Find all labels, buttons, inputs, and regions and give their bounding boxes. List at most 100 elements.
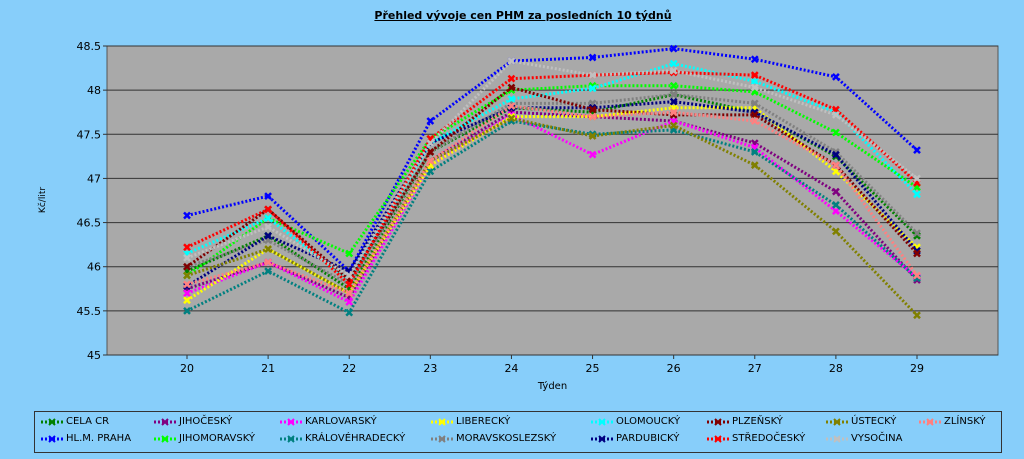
x-tick-label: 27 [748, 362, 762, 375]
legend-marker-icon [919, 417, 941, 426]
y-tick-label: 47 [87, 172, 101, 185]
data-point [507, 74, 516, 83]
legend-marker-icon [431, 417, 453, 426]
legend-marker-icon [41, 434, 63, 443]
legend-item: ÚSTECKÝ [826, 416, 896, 427]
data-point [345, 308, 354, 317]
data-point [588, 105, 597, 114]
data-point [832, 227, 840, 236]
legend-item: PARDUBICKÝ [591, 433, 679, 444]
data-point [750, 110, 759, 119]
data-point [183, 271, 191, 280]
series-line [186, 100, 919, 288]
data-point [669, 90, 678, 99]
series-line [186, 116, 919, 317]
series-line [186, 59, 918, 278]
data-point [750, 71, 759, 80]
data-point [264, 258, 272, 267]
y-tick-label: 46 [87, 261, 101, 274]
data-point [669, 97, 678, 106]
data-point [264, 245, 272, 253]
data-point [750, 117, 759, 125]
data-point [832, 207, 840, 215]
data-point [507, 114, 516, 123]
y-tick-label: 48 [87, 84, 101, 97]
data-point [588, 53, 597, 62]
data-point [669, 66, 678, 75]
data-point [426, 139, 435, 147]
data-point [750, 83, 759, 92]
y-tick-label: 45.5 [77, 305, 102, 318]
data-point [426, 156, 435, 165]
legend-label: KARLOVARSKÝ [305, 416, 377, 427]
legend-item: JIHOMORAVSKÝ [154, 433, 255, 444]
plot-area [106, 45, 999, 356]
data-point [264, 214, 272, 223]
line-chart: 45 45.5 46 46.5 47 47.5 48 48.5 20 21 22 23 24 25 26 27… [37, 40, 999, 392]
data-point [345, 271, 354, 280]
data-point [750, 55, 759, 64]
legend-item: KRÁLOVÉHRADECKÝ [280, 433, 405, 444]
data-point [264, 205, 272, 214]
legend-item: ZLÍNSKÝ [919, 416, 986, 427]
data-point [345, 289, 354, 298]
data-point [507, 57, 516, 65]
legend-label: ZLÍNSKÝ [944, 416, 986, 427]
data-point [588, 132, 597, 140]
legend-label: ÚSTECKÝ [851, 416, 897, 427]
data-point [345, 280, 354, 289]
x-tick-label: 22 [342, 362, 356, 375]
data-point [183, 306, 191, 315]
y-tick-label: 47.5 [77, 128, 102, 141]
y-tick-label: 45 [87, 349, 101, 362]
data-point [913, 229, 921, 238]
data-point [832, 110, 840, 119]
data-point [750, 77, 759, 86]
x-tick-label: 26 [667, 362, 681, 375]
x-tick-label: 25 [586, 362, 600, 375]
legend-marker-icon [826, 434, 848, 443]
legend-item: STŘEDOČESKÝ [707, 433, 805, 444]
legend-label: KRÁLOVÉHRADECKÝ [305, 433, 406, 444]
data-point [183, 262, 191, 271]
legend-marker-icon [154, 434, 176, 443]
y-axis-label: Kč/litr [37, 187, 48, 213]
x-tick-label: 29 [910, 362, 924, 375]
data-point [183, 243, 191, 252]
x-tick-label: 28 [829, 362, 843, 375]
legend-label: JIHOČESKÝ [179, 416, 233, 427]
data-point [913, 249, 921, 258]
data-point [264, 192, 272, 200]
y-tick-label: 48.5 [77, 40, 102, 53]
data-point [669, 81, 678, 90]
data-point [750, 161, 759, 170]
legend-item: PLZEŇSKÝ [707, 416, 783, 427]
legend-item: KARLOVARSKÝ [280, 416, 377, 427]
data-point [507, 83, 516, 92]
data-point [669, 121, 678, 130]
data-point [264, 267, 272, 276]
legend-label: MORAVSKOSLEZSKÝ [456, 433, 557, 444]
legend-label: LIBERECKÝ [456, 416, 511, 427]
data-point [264, 223, 272, 231]
data-point [426, 167, 435, 176]
legend-label: VYSOČINA [851, 433, 903, 444]
data-point [426, 117, 435, 125]
data-point [588, 112, 597, 121]
legend-marker-icon [591, 434, 613, 443]
data-point [913, 271, 921, 280]
legend-marker-icon [41, 417, 63, 426]
legend-label: JIHOMORAVSKÝ [179, 433, 256, 444]
x-tick-label: 20 [180, 362, 194, 375]
series-line [186, 85, 919, 283]
data-point [426, 148, 435, 156]
legend-label: STŘEDOČESKÝ [732, 433, 806, 444]
legend-item: OLOMOUCKÝ [591, 416, 680, 427]
legend-item: HL.M. PRAHA [41, 433, 131, 444]
legend-marker-icon [707, 417, 729, 426]
data-point [832, 150, 840, 159]
legend-label: PLZEŇSKÝ [732, 416, 783, 427]
data-point [588, 150, 597, 159]
data-point [183, 254, 191, 262]
legend-marker-icon [280, 417, 302, 426]
